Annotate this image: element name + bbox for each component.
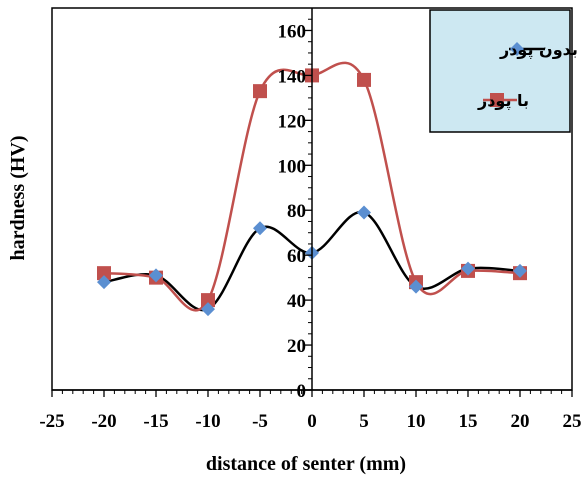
x-tick-label: 15: [459, 411, 478, 432]
y-tick-label: 0: [297, 381, 307, 402]
data-point-without-powder: [149, 268, 163, 283]
series-markers: [97, 68, 527, 317]
legend: بدون پودر با پودر: [429, 9, 578, 133]
x-tick-label: -15: [143, 411, 168, 432]
legend-label-without-powder: بدون پودر: [499, 40, 578, 60]
data-point-without-powder: [513, 263, 527, 278]
y-axis-title: hardness (HV): [7, 135, 29, 260]
x-tick-label: 20: [511, 411, 530, 432]
data-point-without-powder: [253, 221, 267, 236]
data-point-without-powder: [357, 205, 371, 220]
x-tick-label: 25: [563, 411, 582, 432]
data-point-without-powder: [97, 275, 111, 290]
axes: [51, 8, 573, 397]
y-tick-label: 140: [278, 66, 307, 87]
data-point-with-powder: [357, 72, 371, 87]
data-point-without-powder: [461, 261, 475, 276]
legend-label-with-powder: با پودر: [477, 91, 529, 111]
x-tick-label: -20: [91, 411, 116, 432]
data-point-with-powder: [201, 293, 215, 308]
x-tick-label: 5: [359, 411, 369, 432]
y-tick-label: 80: [287, 201, 306, 222]
y-tick-label: 20: [287, 336, 306, 357]
legend-marker-with-powder: [490, 93, 504, 107]
y-tick-labels: 0 20 40 60 80 100 120 140 160: [278, 21, 307, 402]
legend-box: [429, 9, 571, 133]
data-point-without-powder: [409, 279, 423, 294]
y-tick-label: 160: [278, 21, 307, 42]
data-point-with-powder: [97, 266, 111, 281]
x-tick-label: -25: [39, 411, 64, 432]
y-tick-label: 40: [287, 291, 306, 312]
data-point-without-powder: [201, 302, 215, 317]
x-tick-labels: -25 -20 -15 -10 -5 0 5 10 15 20 25: [39, 411, 581, 432]
x-tick-label: -10: [195, 411, 220, 432]
y-tick-label: 60: [287, 246, 306, 267]
y-tick-label: 100: [278, 156, 307, 177]
y-tick-label: 120: [278, 111, 307, 132]
data-point-with-powder: [253, 84, 267, 99]
legend-marker-without-powder: [510, 42, 524, 56]
x-tick-label: -5: [252, 411, 268, 432]
x-axis-title: distance of senter (mm): [206, 453, 406, 475]
x-tick-label: 10: [407, 411, 426, 432]
x-tick-label: 0: [307, 411, 317, 432]
